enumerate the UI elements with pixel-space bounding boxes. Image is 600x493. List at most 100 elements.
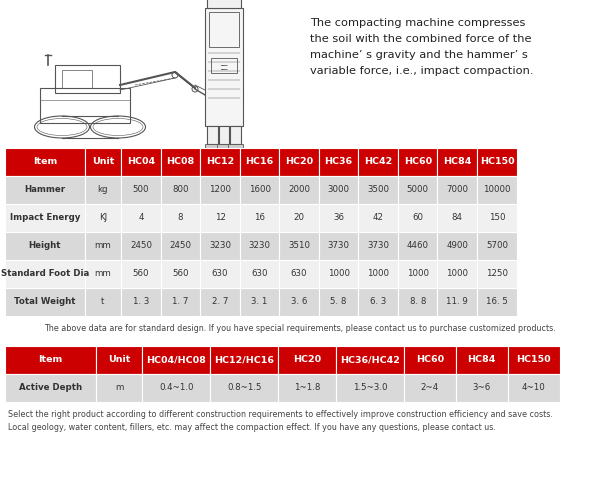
Bar xyxy=(161,204,200,232)
Text: t: t xyxy=(101,297,104,307)
Bar xyxy=(200,176,240,204)
Bar xyxy=(280,148,319,176)
Bar xyxy=(278,346,336,374)
Text: 1000: 1000 xyxy=(328,270,350,279)
Text: 1250: 1250 xyxy=(486,270,508,279)
Bar xyxy=(398,260,437,288)
Bar xyxy=(336,374,404,402)
Bar xyxy=(85,260,121,288)
Text: HC84: HC84 xyxy=(443,157,472,167)
Text: 1000: 1000 xyxy=(446,270,468,279)
Bar xyxy=(437,148,477,176)
Bar xyxy=(278,374,336,402)
Bar xyxy=(161,148,200,176)
Text: HC60: HC60 xyxy=(404,157,432,167)
Bar xyxy=(437,232,477,260)
Bar xyxy=(55,65,120,93)
Bar xyxy=(398,148,437,176)
Text: mm: mm xyxy=(95,270,112,279)
Bar xyxy=(121,148,161,176)
Text: 1.5~3.0: 1.5~3.0 xyxy=(353,384,387,392)
Text: 1200: 1200 xyxy=(209,185,231,195)
Text: 1~1.8: 1~1.8 xyxy=(294,384,320,392)
Bar xyxy=(229,144,243,149)
Text: kg: kg xyxy=(98,185,108,195)
Text: HC84: HC84 xyxy=(467,355,496,364)
Bar xyxy=(5,176,85,204)
Text: KJ: KJ xyxy=(99,213,107,222)
Bar xyxy=(85,232,121,260)
Bar xyxy=(508,346,560,374)
Text: HC12/HC16: HC12/HC16 xyxy=(214,355,274,364)
Bar xyxy=(280,260,319,288)
Bar xyxy=(5,232,85,260)
Bar xyxy=(121,288,161,316)
Text: 7000: 7000 xyxy=(446,185,468,195)
Text: Standard Foot Dia: Standard Foot Dia xyxy=(1,270,89,279)
Bar xyxy=(200,148,240,176)
Bar xyxy=(5,148,85,176)
Bar xyxy=(456,374,508,402)
Bar xyxy=(211,374,278,402)
Bar xyxy=(205,8,243,126)
Text: 11. 9: 11. 9 xyxy=(446,297,468,307)
Text: 3730: 3730 xyxy=(367,242,389,250)
Text: HC36: HC36 xyxy=(325,157,353,167)
Text: 2~4: 2~4 xyxy=(421,384,439,392)
Bar xyxy=(280,204,319,232)
Bar xyxy=(477,232,517,260)
Bar xyxy=(121,260,161,288)
Text: 6. 3: 6. 3 xyxy=(370,297,386,307)
Text: HC16: HC16 xyxy=(245,157,274,167)
Text: 4460: 4460 xyxy=(407,242,429,250)
Text: Unit: Unit xyxy=(108,355,131,364)
Text: 2. 7: 2. 7 xyxy=(212,297,228,307)
Text: 2450: 2450 xyxy=(130,242,152,250)
Bar xyxy=(398,204,437,232)
Text: 3000: 3000 xyxy=(328,185,350,195)
Text: The compacting machine compresses
the soil with the combined force of the
machin: The compacting machine compresses the so… xyxy=(310,18,533,76)
Bar xyxy=(404,346,456,374)
Text: HC04/HC08: HC04/HC08 xyxy=(146,355,206,364)
Bar xyxy=(217,144,232,149)
Bar xyxy=(230,126,241,144)
Text: 3~6: 3~6 xyxy=(473,384,491,392)
Text: 1. 7: 1. 7 xyxy=(172,297,189,307)
Bar xyxy=(358,148,398,176)
Text: 3510: 3510 xyxy=(288,242,310,250)
Text: HC08: HC08 xyxy=(166,157,194,167)
Bar xyxy=(161,260,200,288)
Bar xyxy=(121,176,161,204)
Bar xyxy=(85,148,121,176)
Bar xyxy=(437,176,477,204)
Text: HC150: HC150 xyxy=(517,355,551,364)
Bar xyxy=(280,232,319,260)
Bar xyxy=(240,204,280,232)
Bar xyxy=(211,346,278,374)
Text: ━━━
━━━: ━━━ ━━━ xyxy=(220,64,228,72)
Bar xyxy=(319,288,358,316)
Bar xyxy=(336,346,404,374)
Text: 2450: 2450 xyxy=(170,242,191,250)
Text: 1000: 1000 xyxy=(407,270,429,279)
Text: 3. 6: 3. 6 xyxy=(291,297,307,307)
Bar xyxy=(5,346,97,374)
Text: 8. 8: 8. 8 xyxy=(410,297,426,307)
Text: 630: 630 xyxy=(251,270,268,279)
Bar xyxy=(121,232,161,260)
Text: 1000: 1000 xyxy=(367,270,389,279)
Text: 5000: 5000 xyxy=(407,185,429,195)
Bar xyxy=(358,176,398,204)
Bar xyxy=(456,346,508,374)
Text: Item: Item xyxy=(38,355,63,364)
Bar xyxy=(477,176,517,204)
Bar xyxy=(358,288,398,316)
Text: 150: 150 xyxy=(489,213,505,222)
Bar xyxy=(319,260,358,288)
Bar xyxy=(40,88,130,123)
Text: 800: 800 xyxy=(172,185,189,195)
Text: 630: 630 xyxy=(291,270,307,279)
Text: 5700: 5700 xyxy=(486,242,508,250)
Bar xyxy=(200,288,240,316)
Text: HC20: HC20 xyxy=(285,157,313,167)
